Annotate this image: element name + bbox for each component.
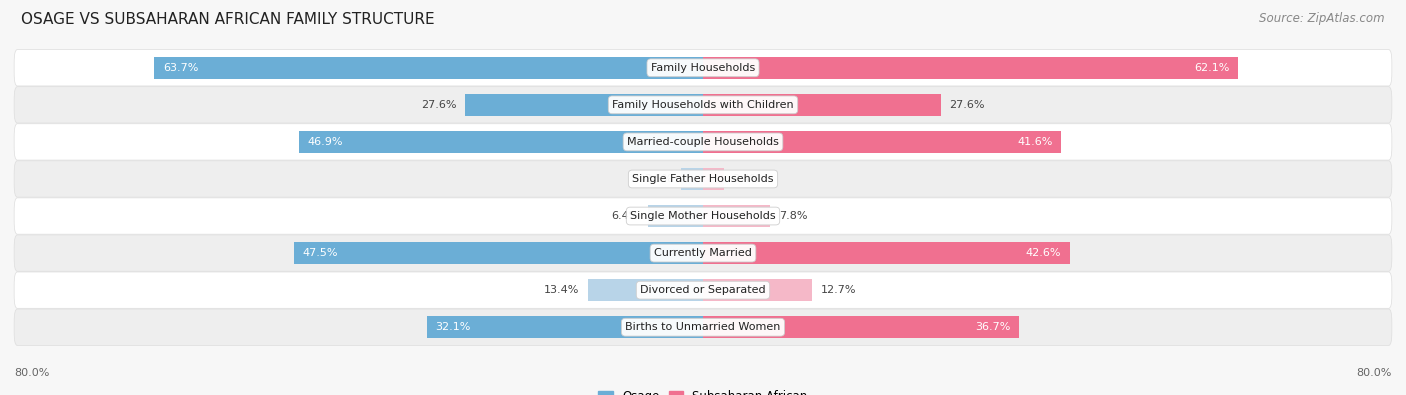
Bar [703,279,813,301]
Text: 46.9%: 46.9% [308,137,343,147]
Bar [155,57,703,79]
Bar [703,168,724,190]
FancyBboxPatch shape [14,235,1392,271]
Text: 13.4%: 13.4% [544,285,579,295]
Text: Family Households with Children: Family Households with Children [612,100,794,110]
Text: Single Father Households: Single Father Households [633,174,773,184]
Bar [682,168,703,190]
Bar [465,94,703,116]
Bar [703,316,1019,338]
Text: Divorced or Separated: Divorced or Separated [640,285,766,295]
Text: 12.7%: 12.7% [821,285,856,295]
Text: 80.0%: 80.0% [1357,368,1392,378]
FancyBboxPatch shape [14,309,1392,345]
Text: Family Households: Family Households [651,63,755,73]
Text: 2.4%: 2.4% [733,174,761,184]
Bar [703,94,941,116]
Text: 2.5%: 2.5% [644,174,673,184]
Text: Currently Married: Currently Married [654,248,752,258]
Bar [703,57,1237,79]
Bar [648,205,703,227]
Bar [426,316,703,338]
Legend: Osage, Subsaharan African: Osage, Subsaharan African [593,385,813,395]
FancyBboxPatch shape [14,198,1392,234]
Text: 32.1%: 32.1% [436,322,471,332]
FancyBboxPatch shape [14,161,1392,197]
Text: 80.0%: 80.0% [14,368,49,378]
Text: 42.6%: 42.6% [1026,248,1062,258]
FancyBboxPatch shape [14,50,1392,86]
Text: 62.1%: 62.1% [1194,63,1229,73]
Text: 7.8%: 7.8% [779,211,807,221]
FancyBboxPatch shape [14,124,1392,160]
Text: 6.4%: 6.4% [610,211,640,221]
Text: 36.7%: 36.7% [976,322,1011,332]
Text: Single Mother Households: Single Mother Households [630,211,776,221]
Text: Married-couple Households: Married-couple Households [627,137,779,147]
FancyBboxPatch shape [14,87,1392,123]
Bar [299,131,703,152]
Text: 47.5%: 47.5% [302,248,337,258]
Text: 27.6%: 27.6% [422,100,457,110]
Bar [294,243,703,264]
Bar [703,131,1062,152]
Text: OSAGE VS SUBSAHARAN AFRICAN FAMILY STRUCTURE: OSAGE VS SUBSAHARAN AFRICAN FAMILY STRUC… [21,12,434,27]
Bar [703,205,770,227]
Text: 27.6%: 27.6% [949,100,984,110]
Text: 41.6%: 41.6% [1018,137,1053,147]
Text: 63.7%: 63.7% [163,63,198,73]
Bar [588,279,703,301]
FancyBboxPatch shape [14,272,1392,308]
Text: Source: ZipAtlas.com: Source: ZipAtlas.com [1260,12,1385,25]
Text: Births to Unmarried Women: Births to Unmarried Women [626,322,780,332]
Bar [703,243,1070,264]
